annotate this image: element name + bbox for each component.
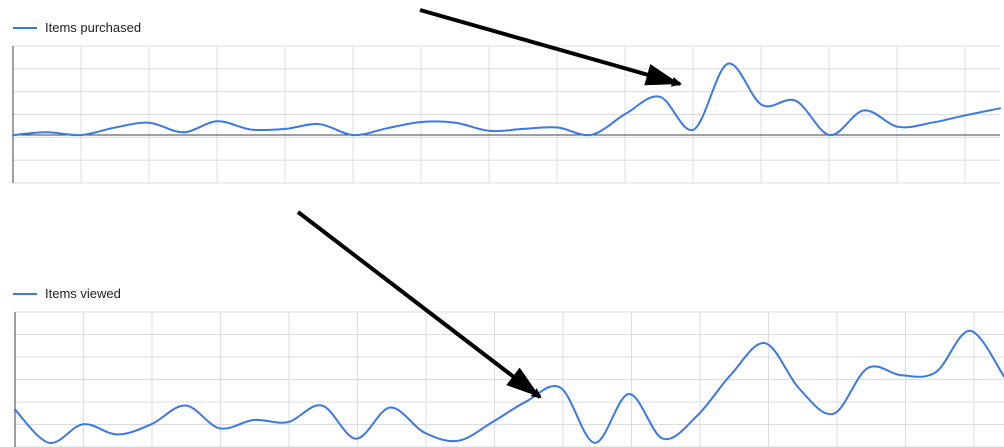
items-purchased-chart <box>12 45 1001 184</box>
gridlines <box>15 311 1004 447</box>
gridlines <box>13 45 1000 184</box>
legend-label: Items purchased <box>45 20 142 35</box>
legend-swatch <box>13 26 37 29</box>
legend-items-purchased: Items purchased <box>13 20 141 35</box>
legend-items-viewed: Items viewed <box>13 286 121 301</box>
legend-swatch <box>13 292 37 295</box>
series-line <box>14 329 1004 444</box>
items-viewed-chart <box>14 311 1004 447</box>
legend-label: Items viewed <box>45 286 121 301</box>
series-line <box>12 62 1001 137</box>
